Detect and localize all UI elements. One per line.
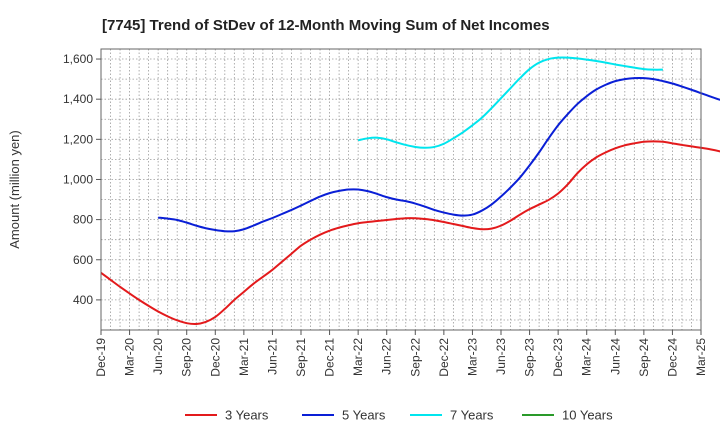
plot-area-frame <box>100 48 702 331</box>
x-tick-label: Mar-22 <box>351 338 365 376</box>
legend: 3 Years 5 Years 7 Years 10 Years <box>185 408 613 423</box>
y-tick-label: 1,200 <box>63 132 93 146</box>
y-axis-ticks: 400 600 800 1,000 1,200 1,400 1,600 <box>63 52 101 307</box>
x-tick-label: Mar-23 <box>465 338 479 376</box>
y-tick-label: 1,000 <box>63 172 93 186</box>
y-tick-label: 800 <box>73 213 93 227</box>
x-tick-label: Jun-24 <box>608 338 622 375</box>
grid <box>100 49 702 330</box>
x-tick-label: Dec-23 <box>551 338 565 377</box>
y-tick-label: 1,400 <box>63 92 93 106</box>
x-tick-label: Dec-21 <box>323 338 337 377</box>
x-tick-label: Dec-24 <box>665 338 679 377</box>
x-tick-label: Mar-24 <box>580 338 594 376</box>
y-tick-label: 600 <box>73 253 93 267</box>
series-line-3-years <box>100 140 720 326</box>
y-tick-label: 400 <box>73 293 93 307</box>
series-line-5-years <box>158 76 720 233</box>
x-tick-label: Jun-22 <box>380 338 394 375</box>
legend-label-10-years: 10 Years <box>562 408 613 423</box>
x-tick-label: Dec-19 <box>94 338 108 377</box>
x-tick-label: Sep-21 <box>294 338 308 377</box>
x-tick-label: Dec-22 <box>437 338 451 377</box>
x-tick-label: Mar-20 <box>123 338 137 376</box>
x-tick-label: Sep-24 <box>637 338 651 377</box>
legend-label-3-years: 3 Years <box>225 408 269 423</box>
x-tick-label: Sep-23 <box>523 338 537 377</box>
x-tick-label: Dec-20 <box>208 338 222 377</box>
x-tick-label: Jun-23 <box>494 338 508 375</box>
y-axis-label: Amount (million yen) <box>7 130 22 249</box>
series-lines <box>100 56 720 326</box>
legend-label-7-years: 7 Years <box>450 408 494 423</box>
chart-title: [7745] Trend of StDev of 12-Month Moving… <box>102 17 550 34</box>
x-tick-label: Mar-21 <box>237 338 251 376</box>
x-tick-label: Jun-21 <box>265 338 279 375</box>
x-axis-ticks: Dec-19 Mar-20 Jun-20 Sep-20 Dec-20 Mar-21 Jun-… <box>94 330 708 377</box>
series-line-7-years <box>357 56 663 149</box>
x-tick-label: Jun-20 <box>151 338 165 375</box>
x-tick-label: Sep-22 <box>408 338 422 377</box>
x-tick-label: Sep-20 <box>180 338 194 377</box>
legend-label-5-years: 5 Years <box>342 408 386 423</box>
x-tick-label: Mar-25 <box>694 338 708 376</box>
y-tick-label: 1,600 <box>63 52 93 66</box>
